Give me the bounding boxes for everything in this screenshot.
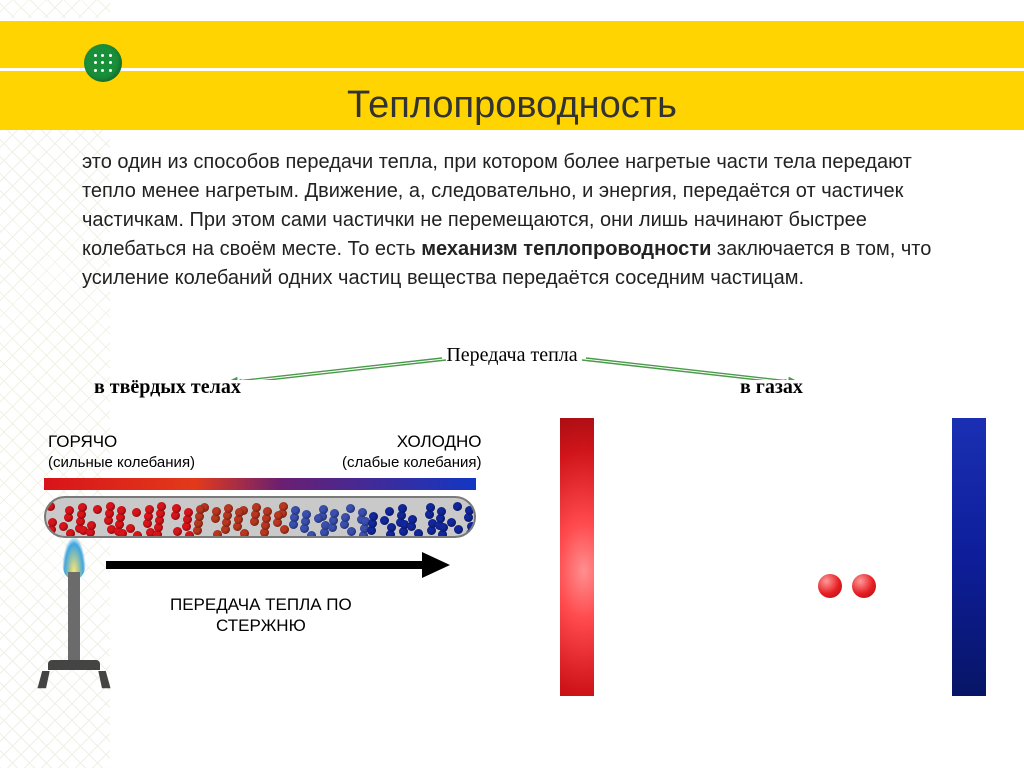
rod	[44, 496, 476, 538]
cold-sub: (слабые колебания)	[342, 454, 482, 471]
hot-title: ГОРЯЧО	[48, 432, 117, 451]
header-separator-top	[0, 18, 1024, 21]
gas-diagram	[560, 418, 1000, 738]
slide-body-text: это один из способов передачи тепла, при…	[82, 148, 962, 293]
branch-solids-label: в твёрдых телах	[94, 376, 241, 399]
branch-arrow-left-icon	[220, 356, 450, 380]
hot-wall-bar	[560, 418, 594, 696]
hot-label: ГОРЯЧО (сильные колебания)	[48, 432, 195, 473]
cold-title: ХОЛОДНО	[397, 432, 482, 451]
temperature-gradient-bar	[44, 478, 476, 490]
cold-wall-bar	[952, 418, 986, 696]
branch-gases-label: в газах	[740, 376, 803, 399]
heat-transfer-label: Передача тепла	[0, 344, 1024, 367]
slide-title: Теплопроводность	[0, 84, 1024, 127]
heat-flow-arrow-icon	[106, 556, 456, 574]
hot-sub: (сильные колебания)	[48, 454, 195, 471]
rod-caption-line1: ПЕРЕДАЧА ТЕПЛА ПО	[170, 595, 352, 614]
slide-bullet-icon	[84, 44, 122, 82]
bunsen-burner-icon	[34, 536, 114, 726]
rod-particles	[46, 498, 474, 536]
gas-particle	[818, 574, 842, 598]
cold-label: ХОЛОДНО (слабые колебания)	[342, 432, 482, 473]
body-bold: механизм теплопроводности	[421, 238, 711, 260]
gas-particle	[852, 574, 876, 598]
rod-caption-line2: СТЕРЖНЮ	[216, 616, 306, 635]
solid-rod-diagram: ГОРЯЧО (сильные колебания) ХОЛОДНО (слаб…	[40, 418, 520, 738]
rod-caption: ПЕРЕДАЧА ТЕПЛА ПО СТЕРЖНЮ	[170, 594, 352, 637]
header-separator-mid	[0, 68, 1024, 71]
